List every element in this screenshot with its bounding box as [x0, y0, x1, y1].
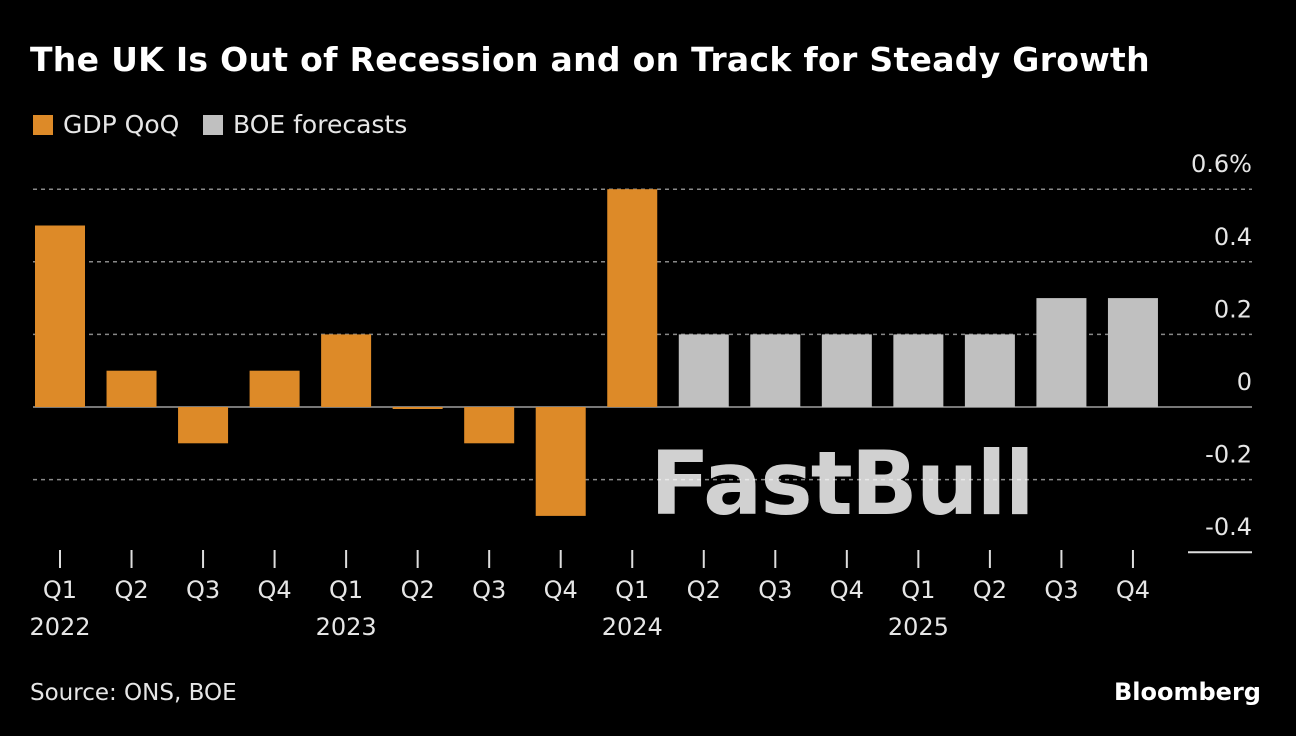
x-year-label: 2022 [29, 613, 90, 641]
x-tick-label: Q3 [758, 576, 792, 604]
y-tick-label: -0.2 [1205, 441, 1252, 469]
bar-q1-2022 [35, 225, 85, 407]
bar-q1-2024 [607, 189, 658, 407]
watermark: FastBull [650, 432, 1035, 535]
legend-item-boe: BOE forecasts [203, 110, 407, 139]
x-tick-label: Q3 [1044, 576, 1078, 604]
bar-q2-2025 [964, 334, 1015, 407]
bar-q4-2024 [821, 334, 872, 407]
y-tick-label: -0.4 [1205, 513, 1252, 541]
x-tick-label: Q4 [258, 576, 292, 604]
bar-q4-2025 [1107, 298, 1158, 407]
x-tick-label: Q3 [472, 576, 506, 604]
x-tick-label: Q1 [615, 576, 649, 604]
y-tick-label: 0.2 [1214, 295, 1252, 323]
x-tick-label: Q2 [114, 576, 148, 604]
x-tick-label: Q2 [973, 576, 1007, 604]
legend-label-gdp: GDP QoQ [63, 110, 180, 139]
source-note: Source: ONS, BOE [30, 680, 237, 706]
y-tick-label: 0.6% [1191, 150, 1252, 178]
bar-q2-2023 [392, 407, 443, 409]
legend-item-gdp: GDP QoQ [33, 110, 179, 139]
x-tick-label: Q4 [1116, 576, 1150, 604]
bar-q3-2025 [1036, 298, 1087, 407]
x-year-label: 2023 [316, 613, 377, 641]
x-tick-label: Q2 [401, 576, 435, 604]
bar-q3-2024 [750, 334, 801, 407]
bar-q2-2024 [678, 334, 729, 407]
x-tick-label: Q1 [329, 576, 363, 604]
x-year-label: 2025 [888, 613, 949, 641]
y-tick-label: 0.4 [1214, 223, 1252, 251]
bar-q4-2022 [249, 370, 300, 407]
legend-label-boe: BOE forecasts [233, 110, 408, 139]
y-tick-label: 0 [1237, 368, 1252, 396]
bar-q2-2022 [106, 370, 157, 407]
x-year-label: 2024 [602, 613, 663, 641]
x-tick-label: Q1 [43, 576, 77, 604]
chart-title: The UK Is Out of Recession and on Track … [30, 40, 1150, 79]
x-tick-label: Q4 [544, 576, 578, 604]
x-tick-label: Q2 [687, 576, 721, 604]
bar-q4-2023 [535, 407, 586, 516]
bar-q1-2025 [893, 334, 944, 407]
x-tick-label: Q1 [901, 576, 935, 604]
bloomberg-logo: Bloomberg [1114, 678, 1261, 706]
bar-q3-2022 [178, 407, 229, 444]
x-tick-label: Q4 [830, 576, 864, 604]
bar-q1-2023 [321, 334, 372, 407]
bar-q3-2023 [464, 407, 515, 444]
legend-swatch-gdp [33, 114, 53, 135]
x-tick-label: Q3 [186, 576, 220, 604]
legend-swatch-boe [203, 114, 223, 135]
